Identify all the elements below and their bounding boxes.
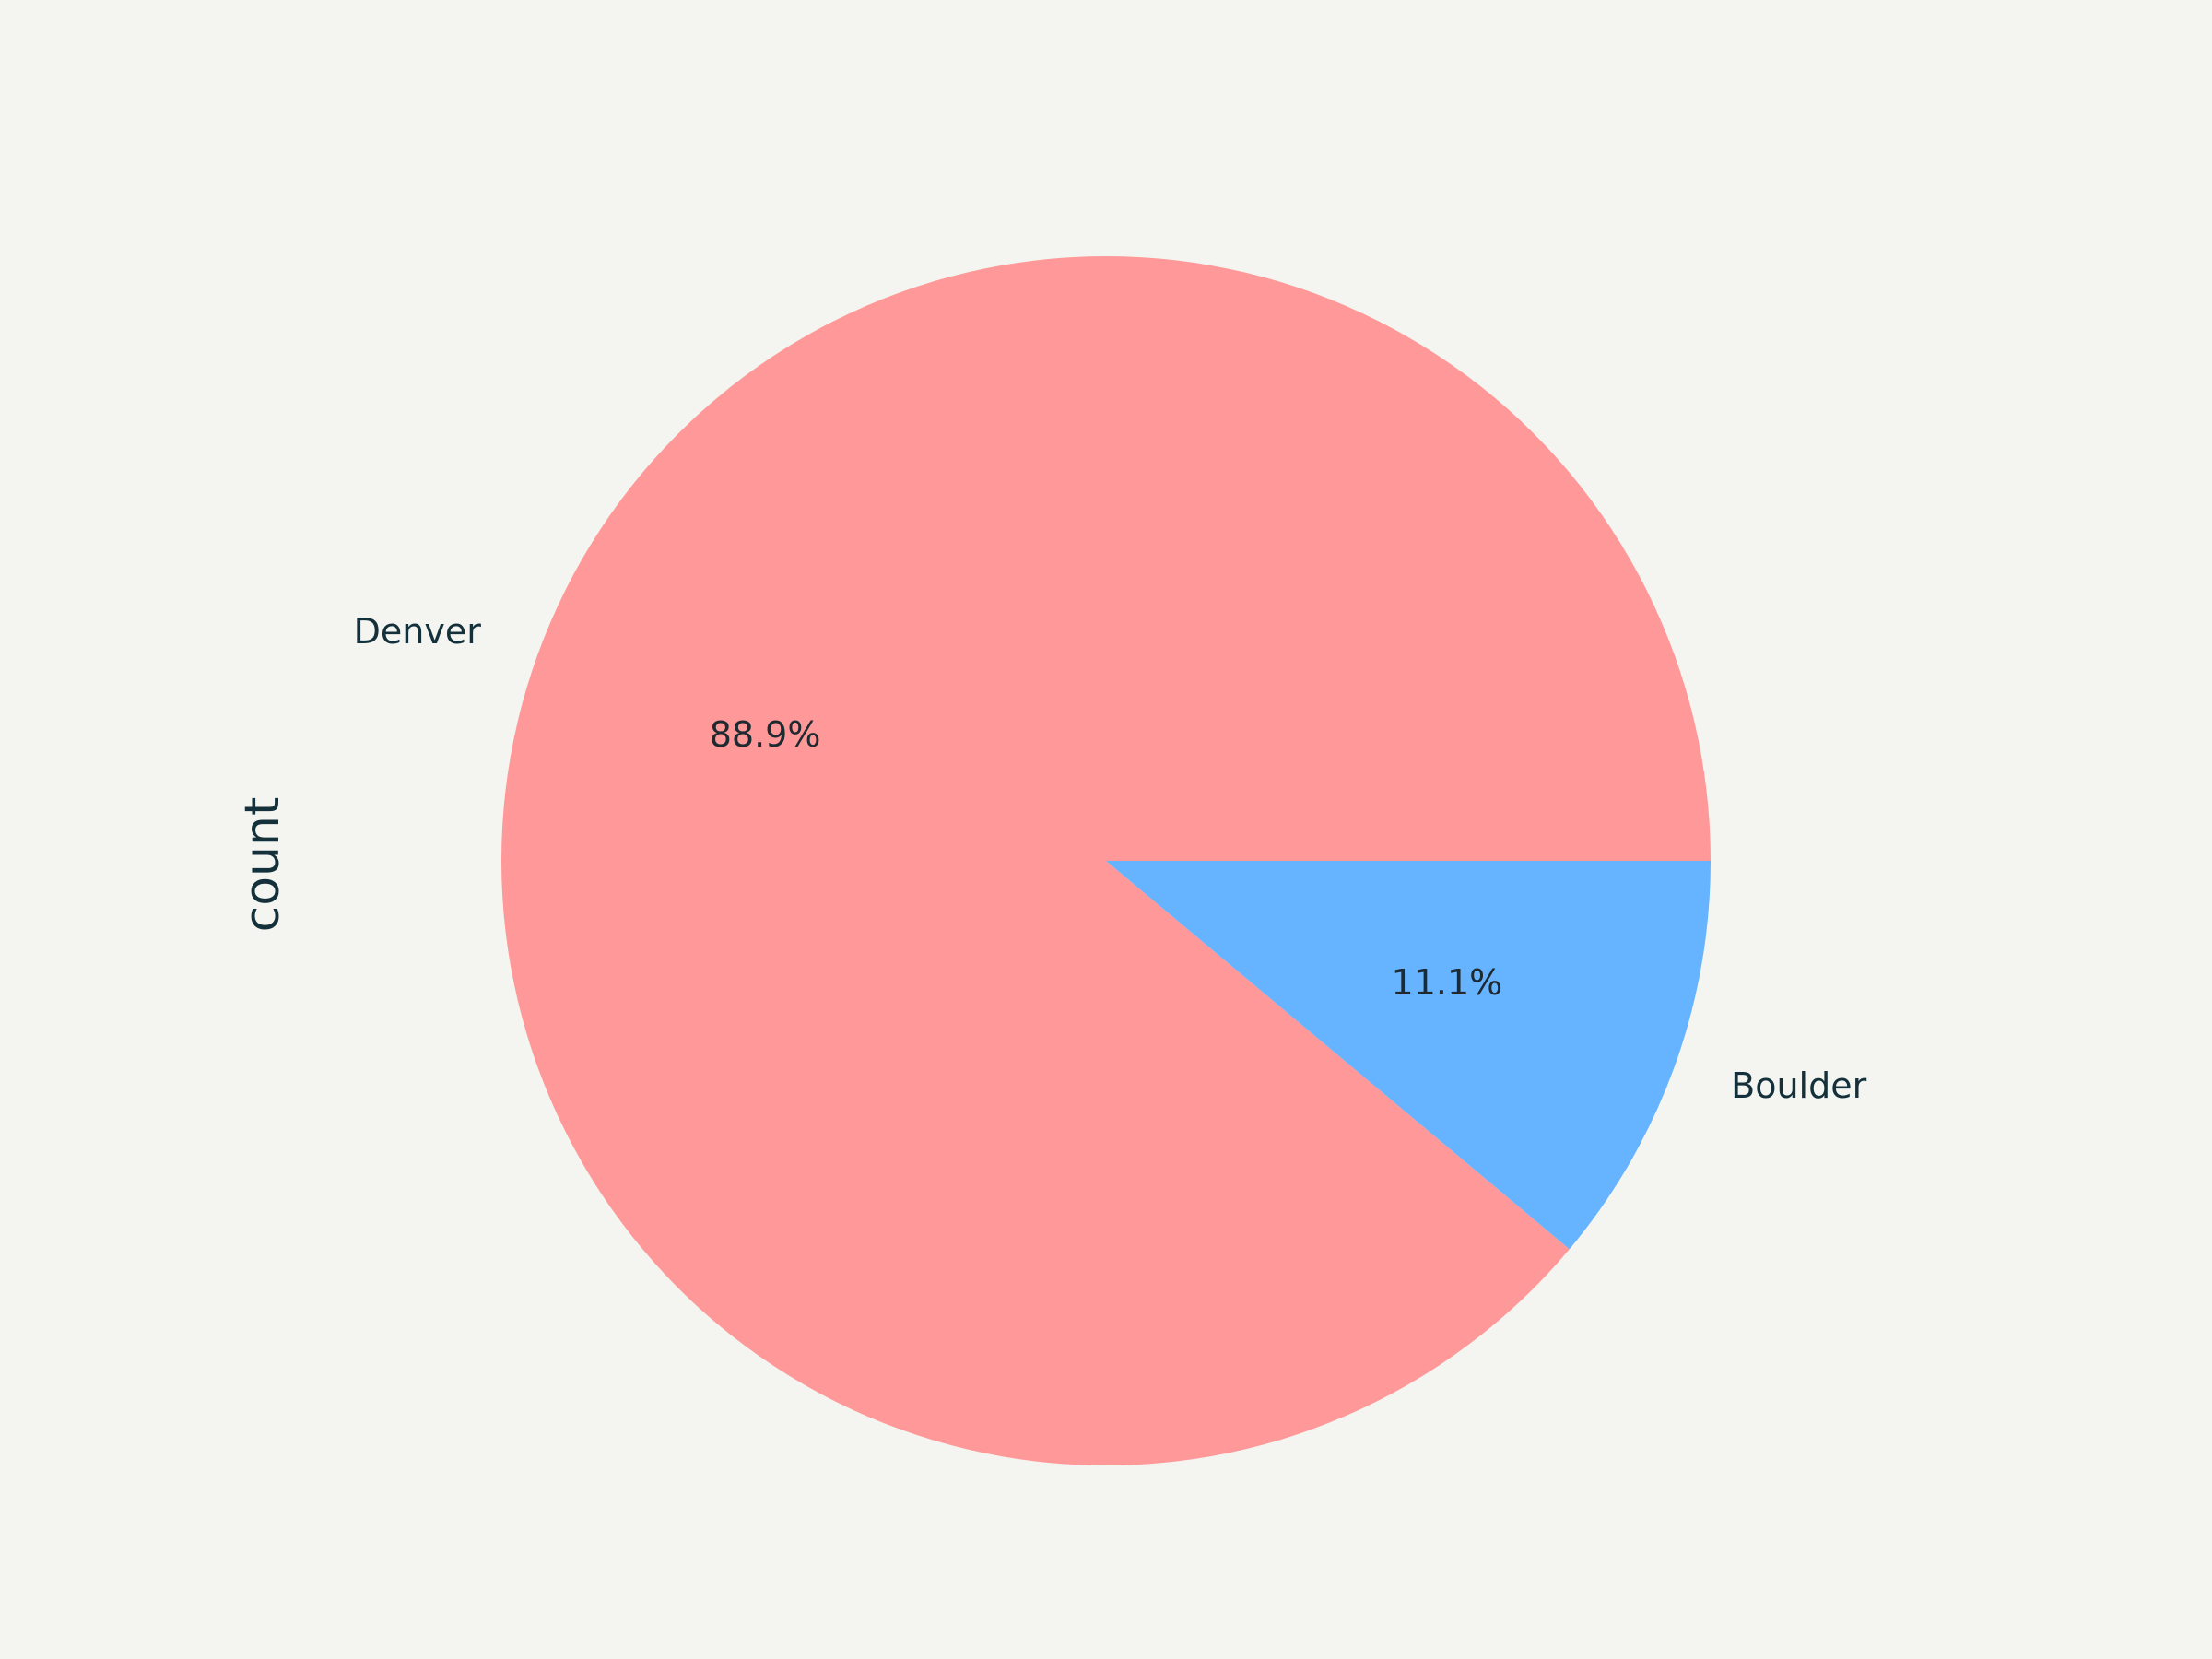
pie-labels: Denver 88.9% Boulder 11.1% xyxy=(354,611,1867,1106)
slice-percent-denver: 88.9% xyxy=(710,714,821,755)
pie-slice-denver xyxy=(501,255,1711,1465)
slice-percent-boulder: 11.1% xyxy=(1392,962,1503,1003)
slice-label-denver: Denver xyxy=(354,611,482,652)
y-axis-label: count xyxy=(235,797,290,933)
pie-slice-boulder xyxy=(1106,861,1711,1250)
slice-label-boulder: Boulder xyxy=(1731,1065,1866,1106)
pie-slices xyxy=(501,255,1711,1465)
